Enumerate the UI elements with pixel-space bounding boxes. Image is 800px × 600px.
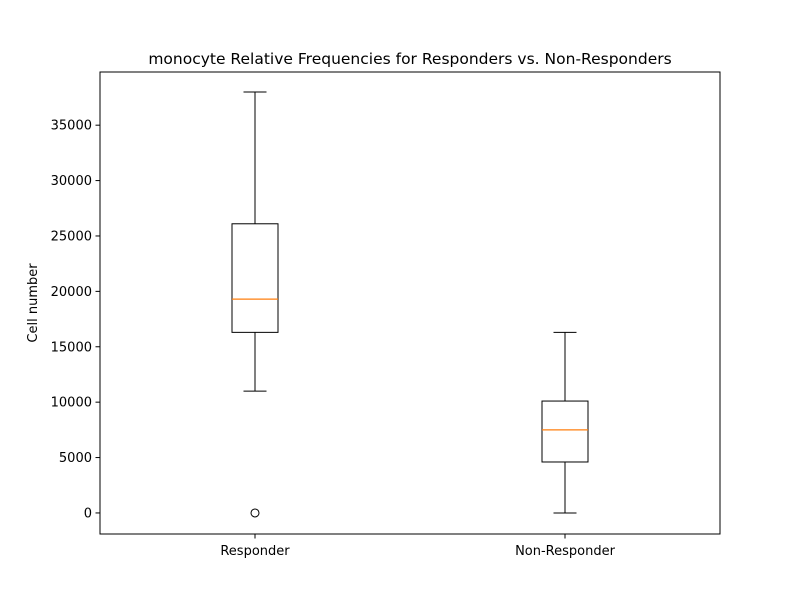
y-tick-label: 10000 [51,396,92,411]
y-tick-label: 15000 [51,340,92,355]
box-iqr [231,223,279,333]
axes-frame [99,71,721,535]
y-tick-label: 30000 [51,174,92,189]
y-tick-label: 0 [84,506,92,521]
plot-area: 0 5000 10000 15000 20000 25000 30000 35000 Respo… [51,91,616,559]
x-tick-label: Non-Responder [515,544,616,559]
y-axis-label: Cell number [26,263,41,343]
chart-title: monocyte Relative Frequencies for Respon… [148,50,671,68]
y-tick-label: 25000 [51,229,92,244]
y-tick-label: 35000 [51,119,92,134]
y-tick-label: 5000 [59,451,92,466]
x-tick-label: Responder [220,544,290,559]
y-tick-label: 20000 [51,285,92,300]
box-iqr [541,400,589,463]
outlier-point [250,508,260,518]
